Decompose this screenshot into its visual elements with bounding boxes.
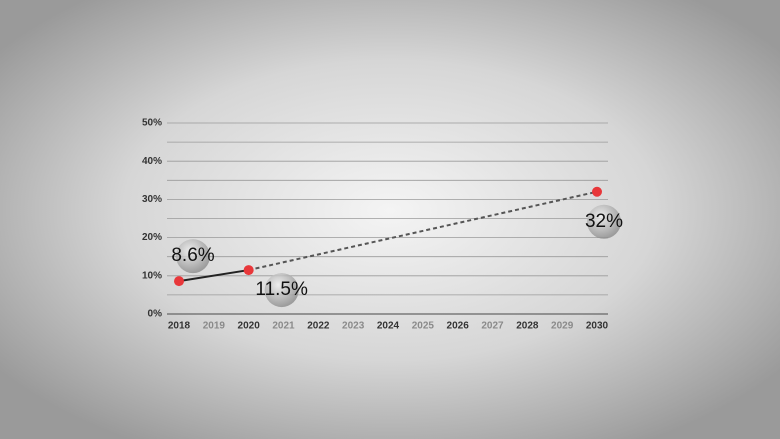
x-tick-label: 2019 xyxy=(203,321,226,332)
y-tick-label: 50% xyxy=(142,118,162,129)
data-label: 32% xyxy=(585,211,623,232)
x-tick-label: 2029 xyxy=(551,321,574,332)
line-segment xyxy=(248,190,598,272)
data-point xyxy=(243,265,254,276)
y-tick-label: 40% xyxy=(142,156,162,167)
x-tick-label: 2027 xyxy=(481,321,504,332)
data-point xyxy=(592,186,602,197)
x-tick-label: 2023 xyxy=(342,321,365,332)
x-tick-label: 2022 xyxy=(307,321,330,332)
x-tick-label: 2021 xyxy=(272,321,295,332)
data-label: 8.6% xyxy=(171,245,214,266)
x-tick-label: 2018 xyxy=(168,321,191,332)
line-segment xyxy=(178,269,249,283)
x-tick-label: 2020 xyxy=(238,321,261,332)
x-tick-label: 2028 xyxy=(516,321,539,332)
y-tick-label: 0% xyxy=(148,309,163,320)
x-tick-label: 2024 xyxy=(377,321,400,332)
label-bubble xyxy=(587,204,621,239)
y-tick-label: 20% xyxy=(142,232,162,243)
y-tick-label: 30% xyxy=(142,194,162,205)
x-tick-label: 2025 xyxy=(412,321,435,332)
data-point xyxy=(174,276,184,287)
data-label: 11.5% xyxy=(255,279,308,300)
x-tick-label: 2026 xyxy=(447,321,470,332)
x-tick-label: 2030 xyxy=(586,321,609,332)
y-tick-label: 10% xyxy=(142,270,162,281)
label-bubble xyxy=(264,273,299,308)
label-bubble xyxy=(176,239,210,274)
